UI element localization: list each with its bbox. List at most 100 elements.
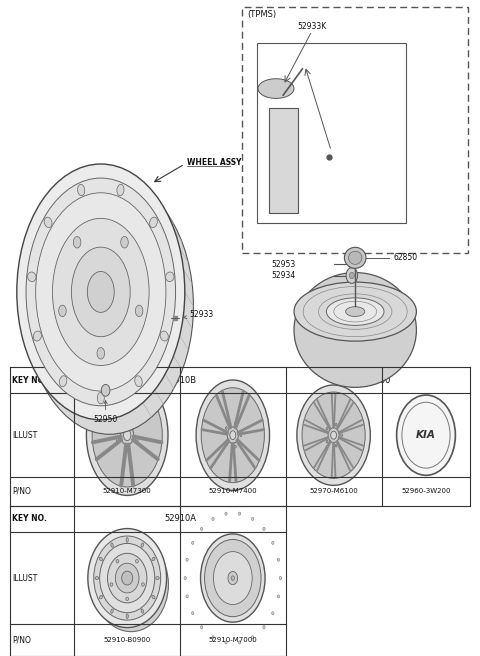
Ellipse shape <box>196 380 270 491</box>
Ellipse shape <box>17 164 185 420</box>
Circle shape <box>101 384 110 396</box>
Ellipse shape <box>26 178 176 406</box>
Ellipse shape <box>60 376 67 387</box>
Text: 24537: 24537 <box>336 146 360 155</box>
Ellipse shape <box>142 583 144 586</box>
Text: P/NO: P/NO <box>12 487 31 496</box>
Text: WHEEL ASSY: WHEEL ASSY <box>187 157 242 167</box>
Ellipse shape <box>302 392 365 478</box>
Ellipse shape <box>326 440 328 443</box>
Text: 52910B: 52910B <box>164 376 196 385</box>
Text: 52933K: 52933K <box>298 22 326 31</box>
Text: 62850: 62850 <box>394 253 418 262</box>
Ellipse shape <box>36 193 166 391</box>
Ellipse shape <box>228 427 238 443</box>
Text: KIA: KIA <box>416 430 436 440</box>
Ellipse shape <box>204 539 261 617</box>
Ellipse shape <box>126 597 129 601</box>
Ellipse shape <box>263 527 265 531</box>
Ellipse shape <box>201 527 203 531</box>
Ellipse shape <box>28 272 36 281</box>
Ellipse shape <box>192 611 194 615</box>
Ellipse shape <box>335 444 337 447</box>
Ellipse shape <box>294 282 417 341</box>
Ellipse shape <box>326 428 328 430</box>
Ellipse shape <box>136 438 138 441</box>
Ellipse shape <box>44 217 52 228</box>
Ellipse shape <box>111 609 113 613</box>
Ellipse shape <box>120 237 128 248</box>
Ellipse shape <box>92 383 162 487</box>
Text: KEY NO.: KEY NO. <box>12 514 47 523</box>
Ellipse shape <box>59 305 66 317</box>
Bar <box>257 43 406 223</box>
Ellipse shape <box>94 538 168 632</box>
Circle shape <box>396 395 456 476</box>
Text: 52960-3W200: 52960-3W200 <box>401 489 451 495</box>
Ellipse shape <box>97 392 104 404</box>
Ellipse shape <box>344 247 366 268</box>
Text: (TPMS): (TPMS) <box>247 10 276 19</box>
Ellipse shape <box>225 441 227 443</box>
Ellipse shape <box>126 538 128 543</box>
Ellipse shape <box>331 431 336 440</box>
Ellipse shape <box>230 431 236 440</box>
Ellipse shape <box>277 558 280 562</box>
Ellipse shape <box>272 541 274 544</box>
Ellipse shape <box>120 421 122 424</box>
Ellipse shape <box>252 636 254 639</box>
Text: ILLUST: ILLUST <box>12 573 37 583</box>
Ellipse shape <box>156 577 159 579</box>
Ellipse shape <box>122 571 132 585</box>
Ellipse shape <box>258 79 294 98</box>
Ellipse shape <box>141 543 144 547</box>
Ellipse shape <box>263 626 265 629</box>
Ellipse shape <box>279 577 282 580</box>
Ellipse shape <box>212 636 214 639</box>
Ellipse shape <box>116 560 119 563</box>
Ellipse shape <box>186 558 188 562</box>
Ellipse shape <box>135 305 143 317</box>
Ellipse shape <box>99 558 103 561</box>
Ellipse shape <box>192 541 194 544</box>
Text: 52933: 52933 <box>183 310 214 319</box>
Ellipse shape <box>346 306 365 316</box>
Ellipse shape <box>214 552 252 605</box>
Ellipse shape <box>184 577 186 580</box>
Ellipse shape <box>110 583 113 586</box>
Text: 52910-M7400: 52910-M7400 <box>208 489 257 495</box>
Text: 52950: 52950 <box>94 401 118 424</box>
Ellipse shape <box>231 576 234 581</box>
Ellipse shape <box>272 611 274 615</box>
Ellipse shape <box>73 237 81 248</box>
Ellipse shape <box>117 184 124 195</box>
Text: 52970-M6100: 52970-M6100 <box>309 489 358 495</box>
Text: 52910-B0900: 52910-B0900 <box>104 637 151 643</box>
FancyBboxPatch shape <box>242 7 468 253</box>
Ellipse shape <box>212 518 214 520</box>
Ellipse shape <box>33 331 41 341</box>
Ellipse shape <box>141 609 144 613</box>
Text: 52933D: 52933D <box>266 211 297 220</box>
Ellipse shape <box>152 558 155 561</box>
Text: KEY NO.: KEY NO. <box>12 376 47 385</box>
Ellipse shape <box>335 423 337 426</box>
Text: 52910A: 52910A <box>164 514 196 523</box>
Text: ILLUST: ILLUST <box>12 431 37 440</box>
Ellipse shape <box>120 426 134 445</box>
Ellipse shape <box>160 331 168 341</box>
Ellipse shape <box>111 543 113 547</box>
Ellipse shape <box>95 577 98 579</box>
Ellipse shape <box>234 422 236 425</box>
Ellipse shape <box>126 449 128 452</box>
Ellipse shape <box>297 385 371 485</box>
Ellipse shape <box>252 518 254 520</box>
Ellipse shape <box>239 512 240 515</box>
Ellipse shape <box>78 184 85 195</box>
Ellipse shape <box>123 430 131 441</box>
Ellipse shape <box>328 428 339 443</box>
Ellipse shape <box>201 534 265 622</box>
Ellipse shape <box>239 641 240 644</box>
Text: 52960: 52960 <box>365 376 391 385</box>
Ellipse shape <box>326 298 384 325</box>
